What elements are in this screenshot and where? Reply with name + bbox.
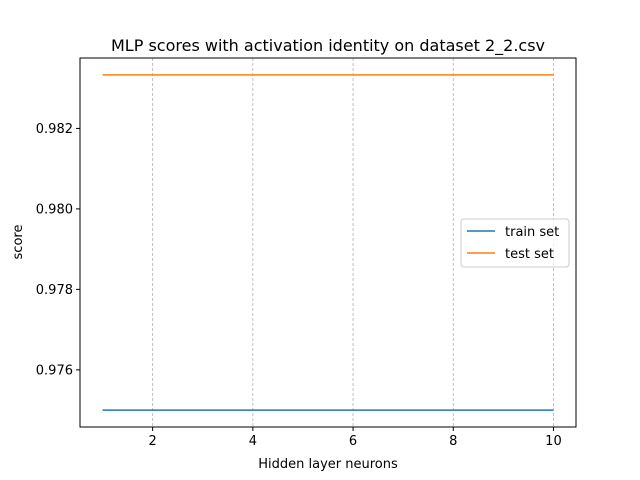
x-tick-label: 10 bbox=[545, 434, 562, 449]
y-tick-label: 0.976 bbox=[36, 363, 73, 378]
y-axis-ticks: 0.976 0.978 0.980 0.982 bbox=[36, 122, 80, 378]
legend: train set test set bbox=[460, 218, 570, 268]
plot-frame bbox=[79, 57, 577, 428]
x-tick-label: 8 bbox=[449, 434, 457, 449]
x-axis-ticks: 2 4 6 8 10 bbox=[149, 427, 562, 449]
x-tick-label: 6 bbox=[349, 434, 357, 449]
x-axis-label: Hidden layer neurons bbox=[258, 457, 398, 472]
series-lines bbox=[102, 74, 554, 411]
y-tick-label: 0.982 bbox=[36, 122, 73, 137]
x-tick-label: 2 bbox=[149, 434, 157, 449]
chart-title: MLP scores with activation identity on d… bbox=[111, 36, 545, 56]
y-axis-label: score bbox=[11, 225, 26, 260]
y-tick-label: 0.980 bbox=[36, 202, 73, 217]
x-tick-label: 4 bbox=[249, 434, 257, 449]
y-tick-label: 0.978 bbox=[36, 283, 73, 298]
legend-label: train set bbox=[505, 225, 559, 240]
grid-lines bbox=[152, 58, 554, 427]
legend-label: test set bbox=[505, 247, 554, 262]
